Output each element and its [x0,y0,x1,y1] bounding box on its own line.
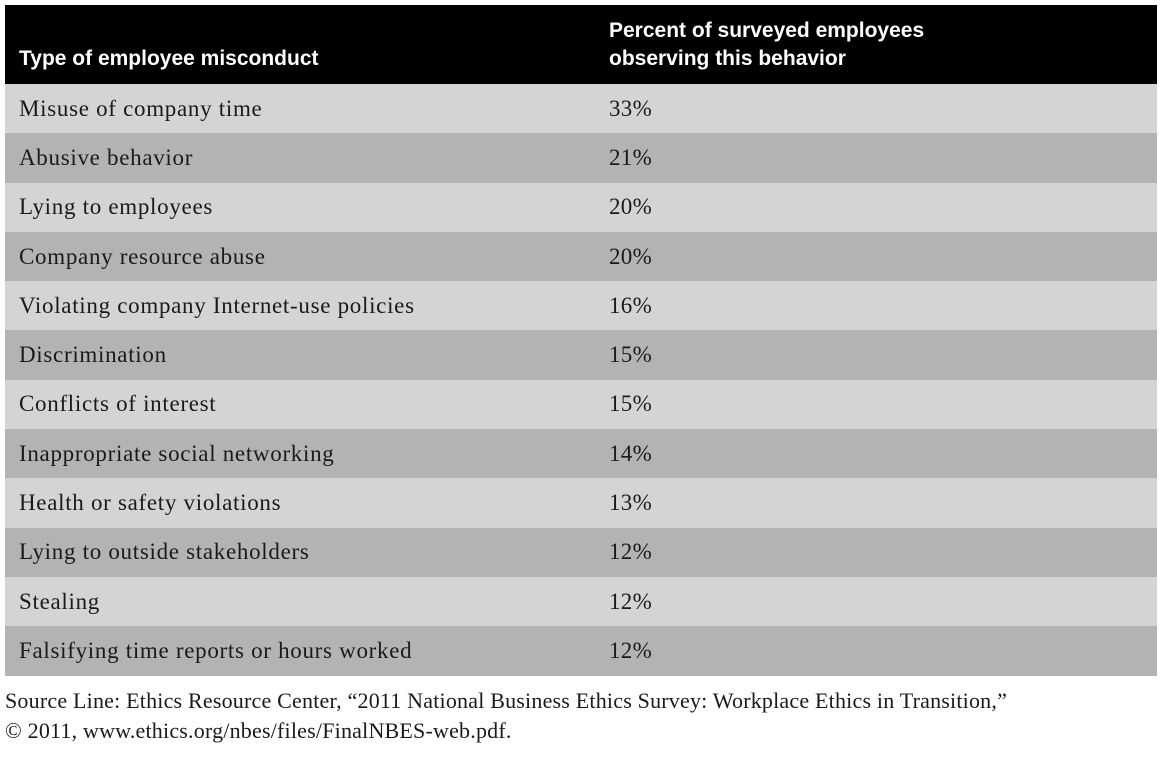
table-row: Lying to employees 20% [5,182,1157,232]
table-row: Discrimination 15% [5,330,1157,380]
table-row: Conflicts of interest 15% [5,379,1157,430]
header-percent-line1: Percent of surveyed employees [609,19,925,42]
percent-cell: 12% [609,588,653,614]
percent-cell: 12% [609,637,653,663]
table-row: Falsifying time reports or hours worked … [5,626,1157,676]
header-percent-observing: Percent of surveyed employees observing … [609,17,1089,73]
behavior-cell: Violating company Internet-use policies [19,292,415,318]
source-line-1: Source Line: Ethics Resource Center, “20… [5,688,1008,713]
behavior-cell: Stealing [19,588,100,614]
source-line-2: © 2011, www.ethics.org/nbes/files/FinalN… [5,718,512,743]
percent-cell: 14% [609,440,653,466]
table-header: Type of employee misconduct Percent of s… [5,5,1157,84]
percent-cell: 13% [609,490,653,516]
behavior-cell: Misuse of company time [19,95,263,121]
behavior-cell: Lying to employees [19,194,214,220]
table-row: Lying to outside stakeholders 12% [5,527,1157,577]
behavior-cell: Falsifying time reports or hours worked [19,637,413,663]
behavior-cell: Inappropriate social networking [19,440,335,466]
behavior-cell: Lying to outside stakeholders [19,539,310,565]
misconduct-table: Type of employee misconduct Percent of s… [5,5,1157,676]
header-misconduct-type: Type of employee misconduct [19,47,319,70]
percent-cell: 15% [609,342,653,368]
table-row: Inappropriate social networking 14% [5,429,1157,479]
source-line: Source Line: Ethics Resource Center, “20… [5,686,1155,746]
percent-cell: 12% [609,539,653,565]
table-row: Health or safety violations 13% [5,478,1157,528]
percent-cell: 21% [609,144,653,170]
behavior-cell: Abusive behavior [19,144,194,170]
behavior-cell: Discrimination [19,342,167,368]
table-row: Company resource abuse 20% [5,231,1157,282]
percent-cell: 15% [609,391,653,417]
table-row: Misuse of company time 33% [5,84,1157,134]
table-row: Abusive behavior 21% [5,133,1157,183]
percent-cell: 20% [609,243,653,269]
table-row: Stealing 12% [5,576,1157,627]
percent-cell: 33% [609,95,653,121]
behavior-cell: Company resource abuse [19,243,266,269]
table-row: Violating company Internet-use policies … [5,281,1157,331]
percent-cell: 20% [609,194,653,220]
percent-cell: 16% [609,292,653,318]
behavior-cell: Conflicts of interest [19,391,217,417]
behavior-cell: Health or safety violations [19,490,282,516]
header-percent-line2: observing this behavior [609,47,846,70]
